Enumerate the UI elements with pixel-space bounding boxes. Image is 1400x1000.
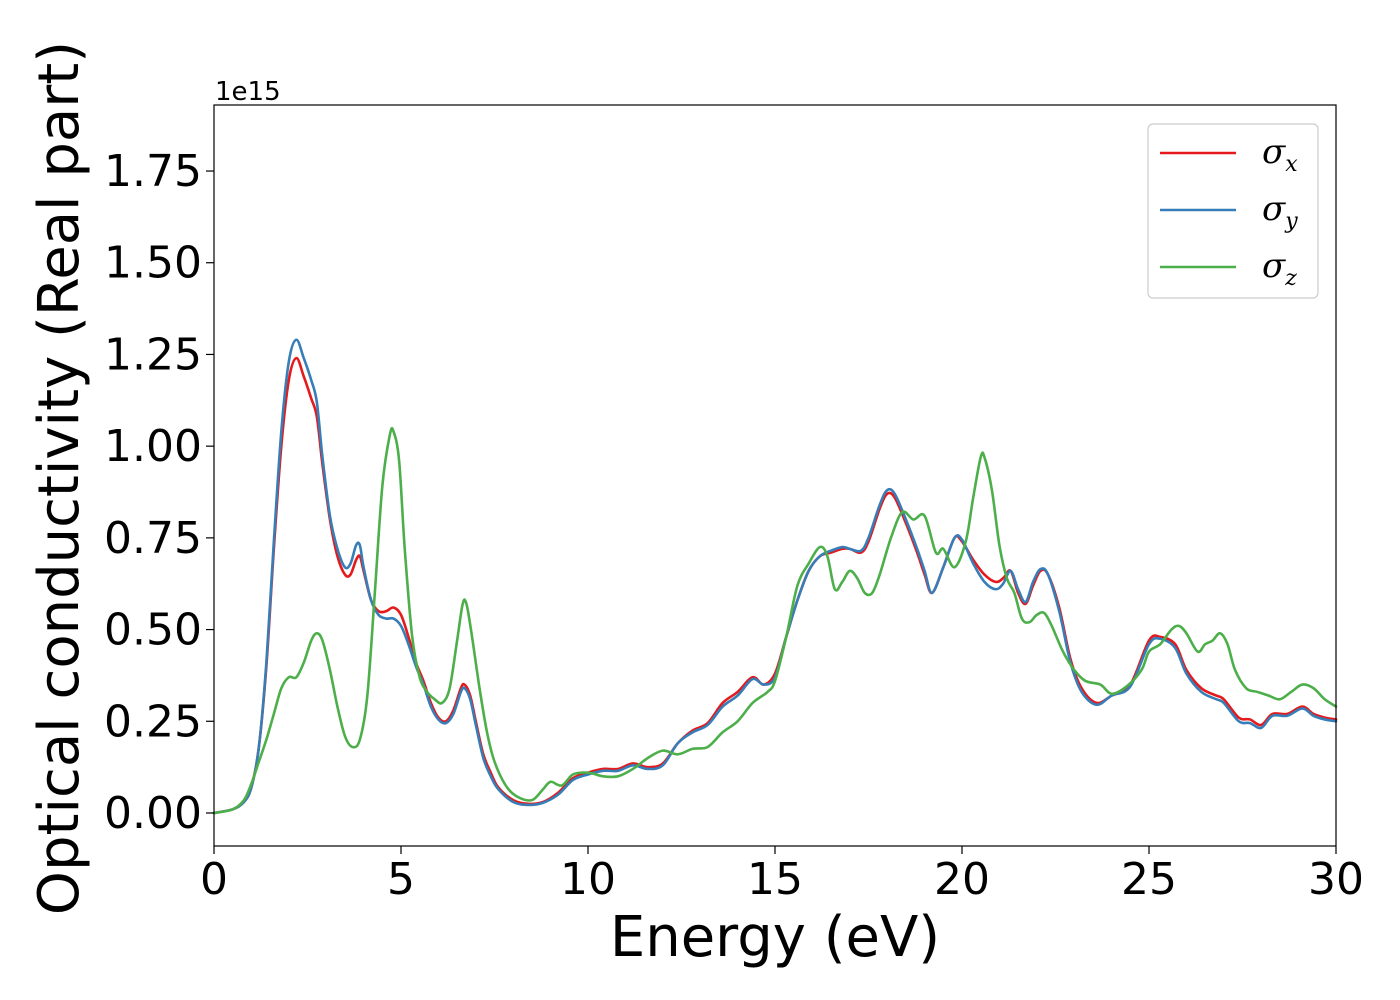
y-tick-label: 1.25	[104, 329, 202, 380]
y-tick-label: 1.50	[104, 238, 202, 289]
series-line-y	[212, 338, 1338, 815]
y-tick-label: 1.75	[104, 146, 202, 197]
y-tick-label: 1.00	[104, 421, 202, 472]
y-offset-label: 1e15	[215, 77, 281, 107]
x-axis-title: Energy (eV)	[610, 905, 940, 970]
y-axis-title: Optical conductivity (Real part)	[27, 41, 92, 915]
y-tick-label: 0.25	[104, 696, 202, 747]
series-layer	[212, 338, 1338, 815]
series-line-x	[212, 356, 1338, 815]
y-tick-label: 0.00	[104, 788, 202, 839]
legend-label-y: σy	[1262, 189, 1298, 234]
x-tick-label: 0	[200, 854, 228, 905]
x-tick-label: 10	[560, 854, 616, 905]
x-tick-label: 5	[387, 854, 415, 905]
x-tick-label: 25	[1121, 854, 1177, 905]
y-axis-ticks: 0.00 0.25 0.50 0.75 1.00 1.25 1.50 1.75	[104, 146, 214, 839]
x-tick-label: 15	[747, 854, 803, 905]
y-tick-label: 0.75	[104, 513, 202, 564]
series-line-z	[212, 426, 1338, 815]
y-tick-label: 0.50	[104, 605, 202, 656]
legend-label-x: σx	[1262, 132, 1298, 177]
x-tick-label: 20	[934, 854, 990, 905]
x-tick-label: 30	[1308, 854, 1364, 905]
legend: σx σy σz	[1147, 123, 1319, 299]
x-axis-ticks: 0 5 10 15 20 25 30	[200, 846, 1364, 905]
legend-label-z: σz	[1262, 246, 1297, 291]
